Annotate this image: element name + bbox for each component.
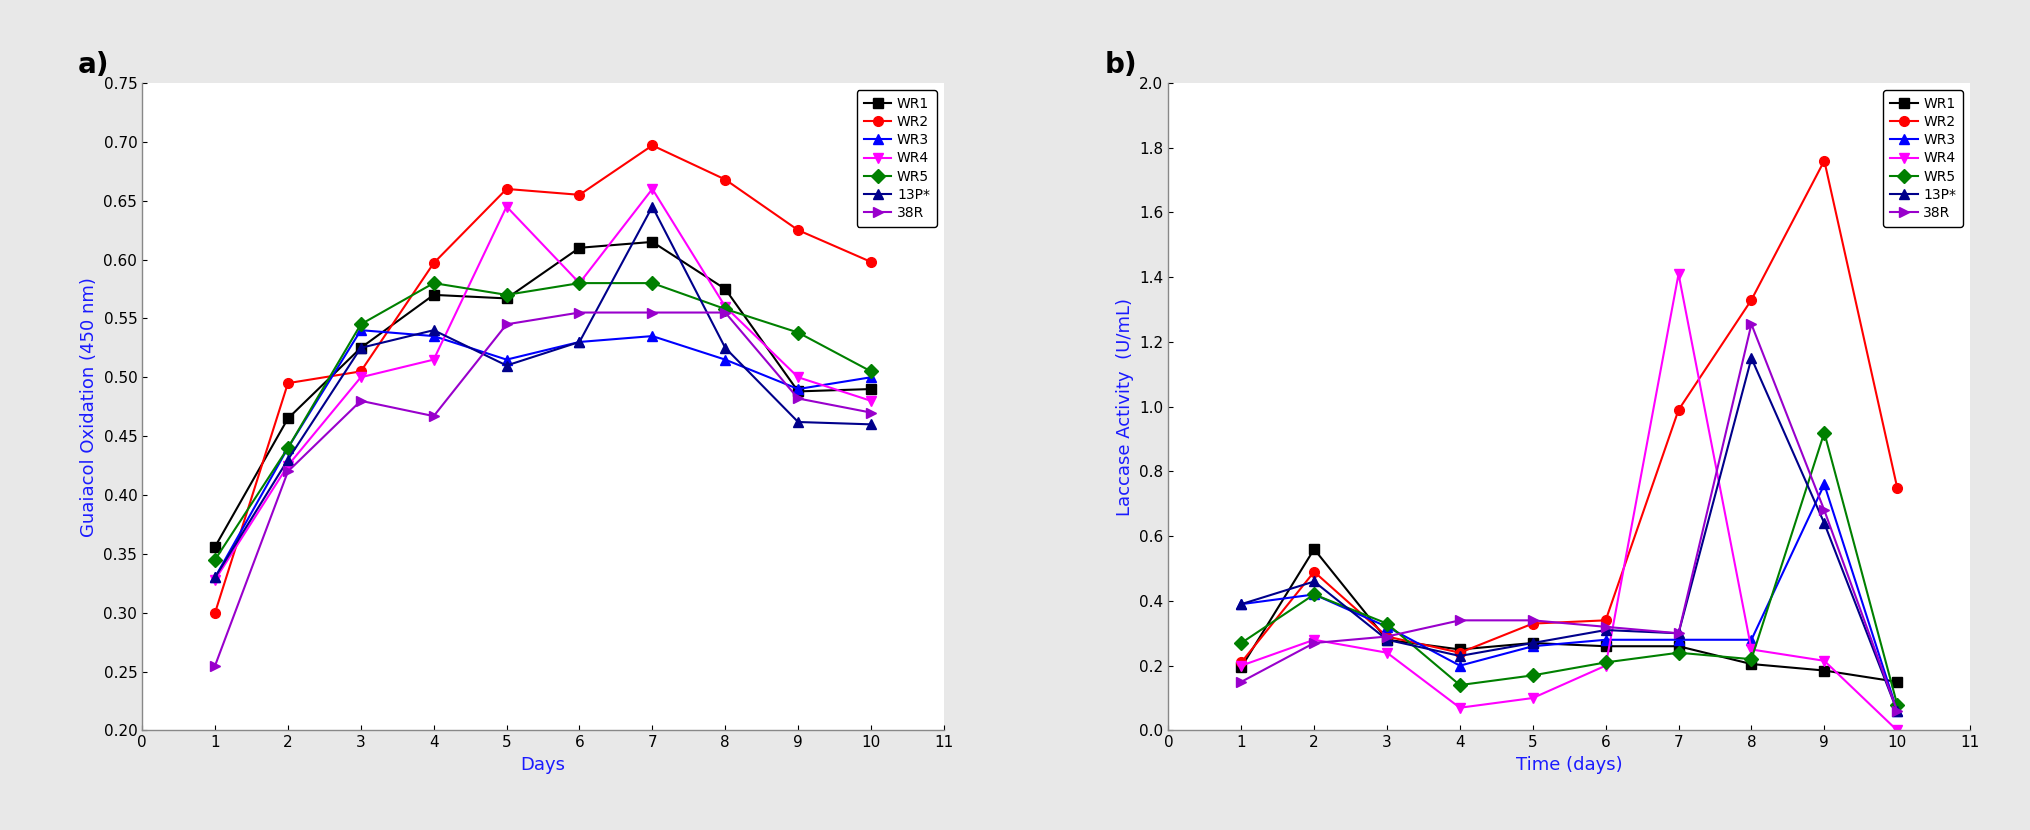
Y-axis label: Guaiacol Oxidation (450 nm): Guaiacol Oxidation (450 nm) — [79, 276, 97, 537]
Y-axis label: Laccase Activity  (U/mL): Laccase Activity (U/mL) — [1114, 298, 1133, 515]
X-axis label: Days: Days — [520, 756, 564, 774]
Legend: WR1, WR2, WR3, WR4, WR5, 13P*, 38R: WR1, WR2, WR3, WR4, WR5, 13P*, 38R — [1882, 90, 1963, 227]
X-axis label: Time (days): Time (days) — [1514, 756, 1622, 774]
Legend: WR1, WR2, WR3, WR4, WR5, 13P*, 38R: WR1, WR2, WR3, WR4, WR5, 13P*, 38R — [857, 90, 936, 227]
Text: a): a) — [77, 51, 110, 79]
Text: b): b) — [1104, 51, 1137, 79]
